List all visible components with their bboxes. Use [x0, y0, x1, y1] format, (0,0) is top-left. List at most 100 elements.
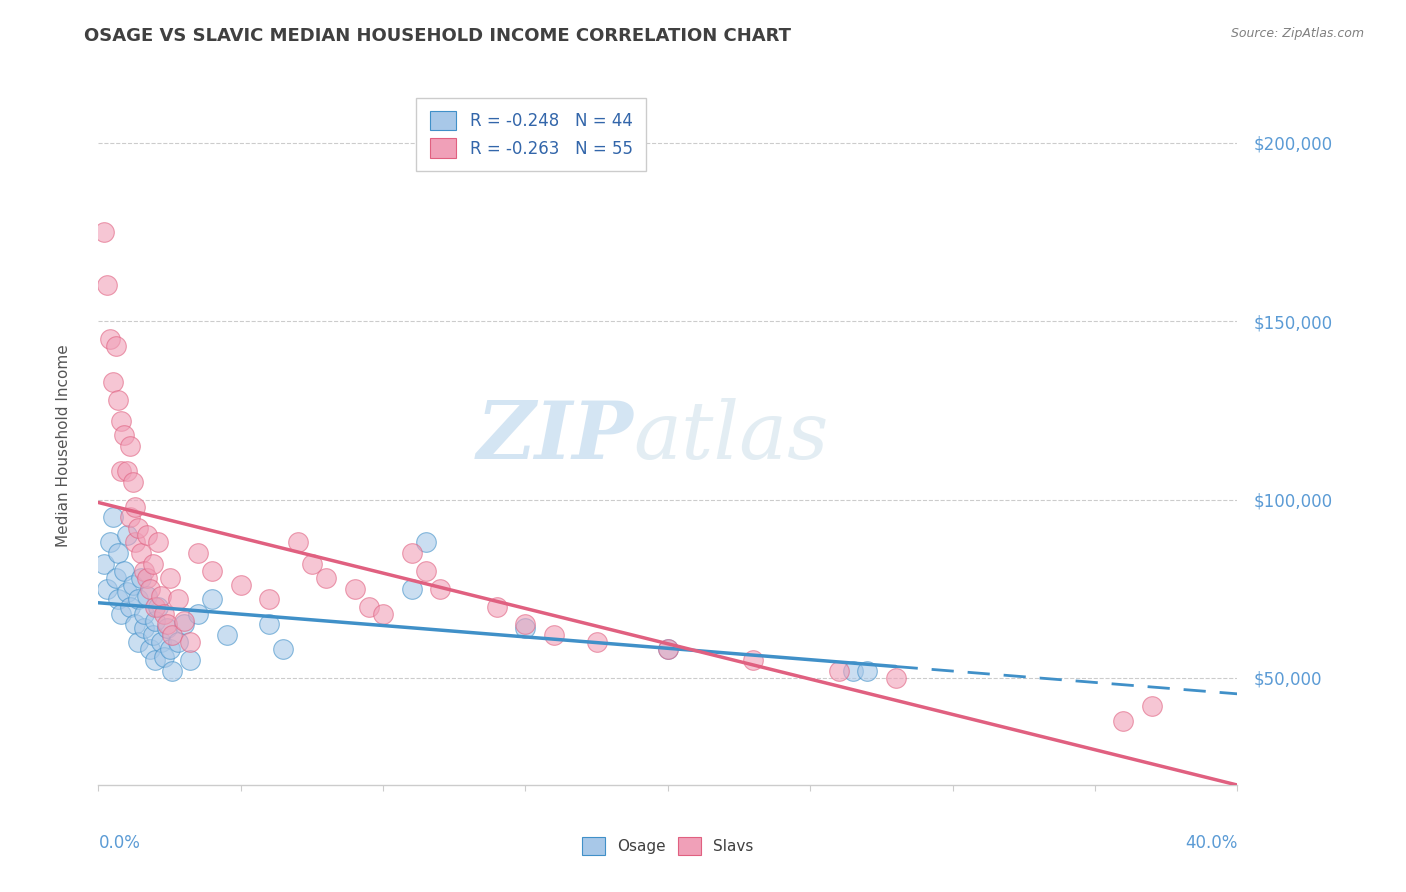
Point	[127, 635, 149, 649]
Point	[259, 617, 281, 632]
Point	[159, 571, 181, 585]
Point	[543, 628, 565, 642]
Point	[201, 592, 224, 607]
Point	[150, 589, 173, 603]
Point	[357, 599, 380, 614]
Point	[215, 628, 238, 642]
Point	[884, 671, 907, 685]
Text: Source: ZipAtlas.com: Source: ZipAtlas.com	[1230, 27, 1364, 40]
Point	[104, 339, 127, 353]
Point	[343, 582, 366, 596]
Point	[153, 607, 176, 621]
Point	[515, 621, 537, 635]
Point	[515, 617, 537, 632]
Point	[148, 599, 170, 614]
Point	[315, 571, 337, 585]
Point	[101, 510, 124, 524]
Point	[657, 642, 679, 657]
Point	[301, 557, 323, 571]
Point	[93, 557, 115, 571]
Point	[96, 278, 118, 293]
Point	[742, 653, 765, 667]
Point	[121, 475, 143, 489]
Point	[107, 592, 129, 607]
Point	[124, 535, 146, 549]
Point	[150, 635, 173, 649]
Point	[1112, 714, 1135, 728]
Point	[486, 599, 509, 614]
Point	[141, 557, 163, 571]
Point	[145, 614, 167, 628]
Point	[159, 642, 181, 657]
Point	[401, 546, 423, 560]
Point	[135, 528, 157, 542]
Point	[132, 607, 155, 621]
Point	[127, 592, 149, 607]
Point	[173, 614, 195, 628]
Point	[104, 571, 127, 585]
Point	[135, 571, 157, 585]
Point	[121, 578, 143, 592]
Point	[187, 546, 209, 560]
Point	[132, 564, 155, 578]
Point	[273, 642, 295, 657]
Point	[167, 635, 190, 649]
Point	[148, 535, 170, 549]
Point	[110, 464, 132, 478]
Point	[115, 464, 138, 478]
Point	[179, 653, 201, 667]
Point	[585, 635, 607, 649]
Point	[118, 599, 141, 614]
Point	[145, 653, 167, 667]
Text: atlas: atlas	[634, 399, 830, 475]
Text: Median Household Income: Median Household Income	[56, 344, 70, 548]
Point	[112, 428, 135, 442]
Point	[153, 649, 176, 664]
Point	[129, 546, 152, 560]
Point	[138, 642, 160, 657]
Point	[156, 617, 179, 632]
Point	[141, 628, 163, 642]
Text: ZIP: ZIP	[477, 399, 634, 475]
Point	[118, 439, 141, 453]
Point	[138, 582, 160, 596]
Point	[842, 664, 865, 678]
Point	[401, 582, 423, 596]
Point	[287, 535, 309, 549]
Point	[162, 664, 184, 678]
Legend: Osage, Slavs: Osage, Slavs	[576, 831, 759, 861]
Point	[129, 571, 152, 585]
Point	[124, 500, 146, 514]
Point	[179, 635, 201, 649]
Point	[107, 546, 129, 560]
Point	[118, 510, 141, 524]
Point	[828, 664, 851, 678]
Point	[93, 225, 115, 239]
Point	[115, 528, 138, 542]
Point	[115, 585, 138, 599]
Point	[173, 617, 195, 632]
Point	[162, 628, 184, 642]
Point	[101, 375, 124, 389]
Point	[657, 642, 679, 657]
Point	[98, 332, 121, 346]
Point	[415, 564, 437, 578]
Point	[167, 592, 190, 607]
Point	[127, 521, 149, 535]
Point	[201, 564, 224, 578]
Point	[187, 607, 209, 621]
Text: 0.0%: 0.0%	[98, 834, 141, 852]
Point	[156, 621, 179, 635]
Point	[373, 607, 395, 621]
Text: 40.0%: 40.0%	[1185, 834, 1237, 852]
Point	[98, 535, 121, 549]
Point	[415, 535, 437, 549]
Point	[429, 582, 451, 596]
Point	[145, 599, 167, 614]
Point	[259, 592, 281, 607]
Point	[107, 392, 129, 407]
Point	[856, 664, 879, 678]
Point	[96, 582, 118, 596]
Point	[132, 621, 155, 635]
Point	[135, 589, 157, 603]
